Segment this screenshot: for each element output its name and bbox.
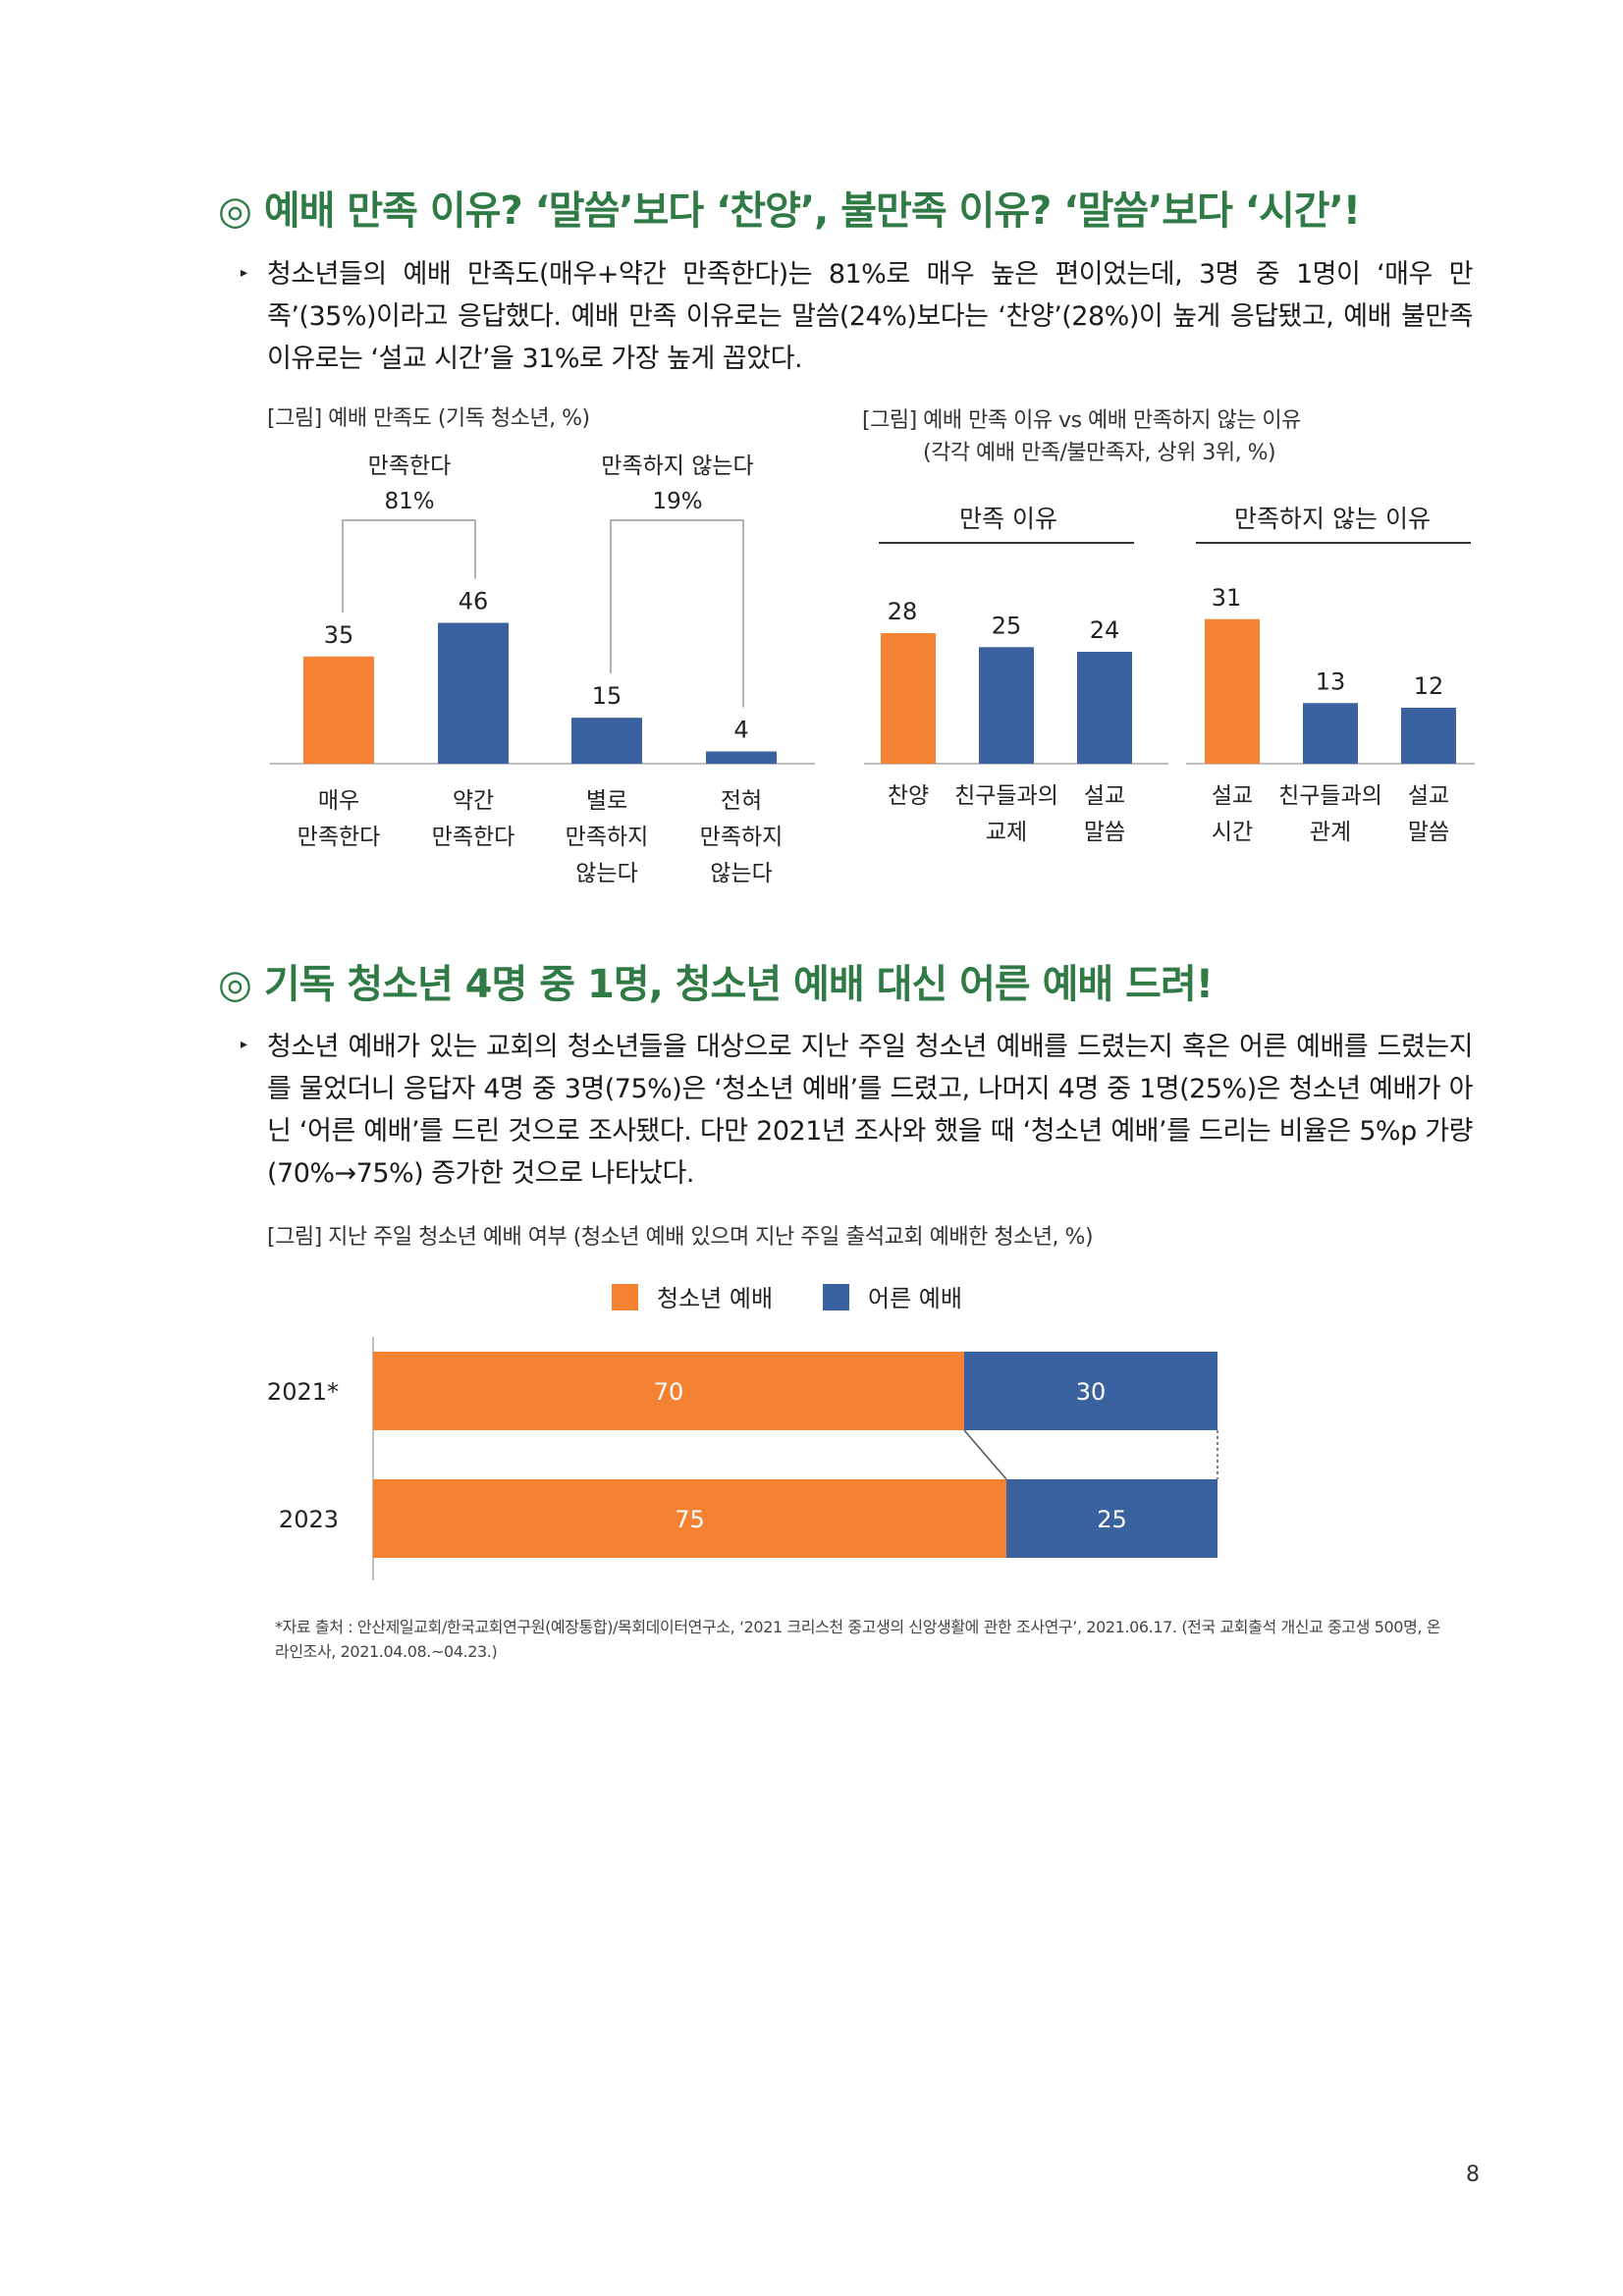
bullet-icon: ▸ (241, 1037, 248, 1052)
group-total: 19% (652, 489, 702, 514)
category-label: 별로 (586, 788, 627, 814)
category-label: 교제 (986, 820, 1027, 845)
category-label: 않는다 (710, 861, 772, 886)
panel-header: 만족하지 않는 이유 (1234, 505, 1431, 533)
group-total: 81% (384, 489, 434, 514)
category-label: 설교 (1084, 783, 1125, 809)
bar (881, 633, 936, 764)
data-label: 35 (324, 621, 354, 649)
category-label: 2021* (267, 1378, 339, 1406)
category-label: 매우 (318, 788, 359, 814)
category-label: 설교 (1212, 783, 1253, 809)
category-label: 시간 (1212, 820, 1253, 845)
category-label: 친구들과의 (1278, 783, 1382, 809)
bar (1401, 708, 1456, 764)
section1-paragraph: 청소년들의 예배 만족도(매우+약간 만족한다)는 81%로 매우 높은 편이었… (267, 259, 1474, 374)
data-label: 31 (1212, 584, 1242, 612)
source-note: *자료 출처 : 안산제일교회/한국교회연구원(예장통합)/목회데이터연구소, … (275, 1618, 1441, 1661)
group-bracket (342, 519, 476, 613)
data-label: 24 (1090, 616, 1120, 644)
bar-segment (1006, 1479, 1217, 1558)
data-label: 15 (592, 682, 622, 710)
category-label: 찬양 (888, 783, 929, 809)
section2-paragraph: 청소년 예배가 있는 교회의 청소년들을 대상으로 지난 주일 청소년 예배를 … (267, 1032, 1474, 1189)
data-label: 4 (733, 717, 748, 744)
group-label: 만족하지 않는다 (601, 454, 753, 479)
legend-swatch (612, 1284, 638, 1310)
category-label: 만족한다 (432, 825, 515, 850)
data-label: 12 (1414, 672, 1444, 700)
chart-satisfaction: 35매우만족한다46약간만족한다15별로만족하지않는다4전혀만족하지않는다만족한… (270, 454, 815, 886)
section2-heading: ◎ 기독 청소년 4명 중 1명, 청소년 예배 대신 어른 예배 드려! (218, 962, 1214, 1007)
bar-segment (964, 1352, 1217, 1430)
bar (303, 656, 374, 764)
bar-segment (373, 1479, 1006, 1558)
data-label: 25 (1097, 1506, 1127, 1533)
page-number: 8 (1466, 2163, 1480, 2187)
data-label: 30 (1076, 1378, 1107, 1406)
data-label: 46 (459, 587, 489, 614)
bar (706, 751, 777, 764)
category-label: 만족한다 (298, 825, 381, 850)
panel-header: 만족 이유 (959, 505, 1057, 533)
section1-heading: ◎ 예배 만족 이유? ‘말씀’보다 ‘찬양’, 불만족 이유? ‘말씀’보다 … (218, 188, 1361, 234)
bar-segment (373, 1352, 964, 1430)
bar (438, 622, 509, 764)
category-label: 만족하지 (566, 825, 649, 850)
bullet-icon: ▸ (241, 265, 248, 281)
chart3-title: [그림] 지난 주일 청소년 예배 여부 (청소년 예배 있으며 지난 주일 출… (267, 1225, 1094, 1250)
data-label: 25 (992, 612, 1022, 639)
legend-swatch (823, 1284, 849, 1310)
data-label: 28 (888, 598, 918, 625)
chart1-title: [그림] 예배 만족도 (기독 청소년, %) (267, 406, 590, 431)
legend-label: 어른 예배 (868, 1285, 962, 1312)
chart-worship-type: 청소년 예배 어른 예배 2021* 70 30 2023 75 25 (267, 1284, 1218, 1580)
category-label: 관계 (1310, 820, 1351, 845)
bar (1205, 618, 1260, 764)
group-label: 만족한다 (368, 454, 452, 479)
bar (979, 647, 1034, 764)
category-label: 2023 (279, 1506, 339, 1533)
category-label: 전혀 (721, 788, 762, 814)
bar (1077, 652, 1132, 764)
category-label: 않는다 (575, 861, 637, 886)
chart2-subtitle: (각각 예배 만족/불만족자, 상위 3위, %) (923, 441, 1276, 465)
category-label: 친구들과의 (954, 783, 1058, 809)
data-label: 70 (654, 1378, 684, 1406)
bar (571, 718, 642, 764)
bar (1303, 703, 1358, 764)
data-label: 13 (1316, 667, 1346, 695)
connector-line (963, 1429, 1007, 1480)
data-label: 75 (675, 1506, 705, 1533)
category-label: 약간 (453, 788, 494, 814)
chart2-title: [그림] 예배 만족 이유 vs 예배 만족하지 않는 이유 (862, 408, 1301, 433)
legend-label: 청소년 예배 (657, 1285, 773, 1312)
category-label: 말씀 (1408, 820, 1449, 845)
category-label: 만족하지 (700, 825, 784, 850)
group-bracket (610, 519, 744, 708)
category-label: 설교 (1408, 783, 1449, 809)
category-label: 말씀 (1084, 820, 1125, 845)
